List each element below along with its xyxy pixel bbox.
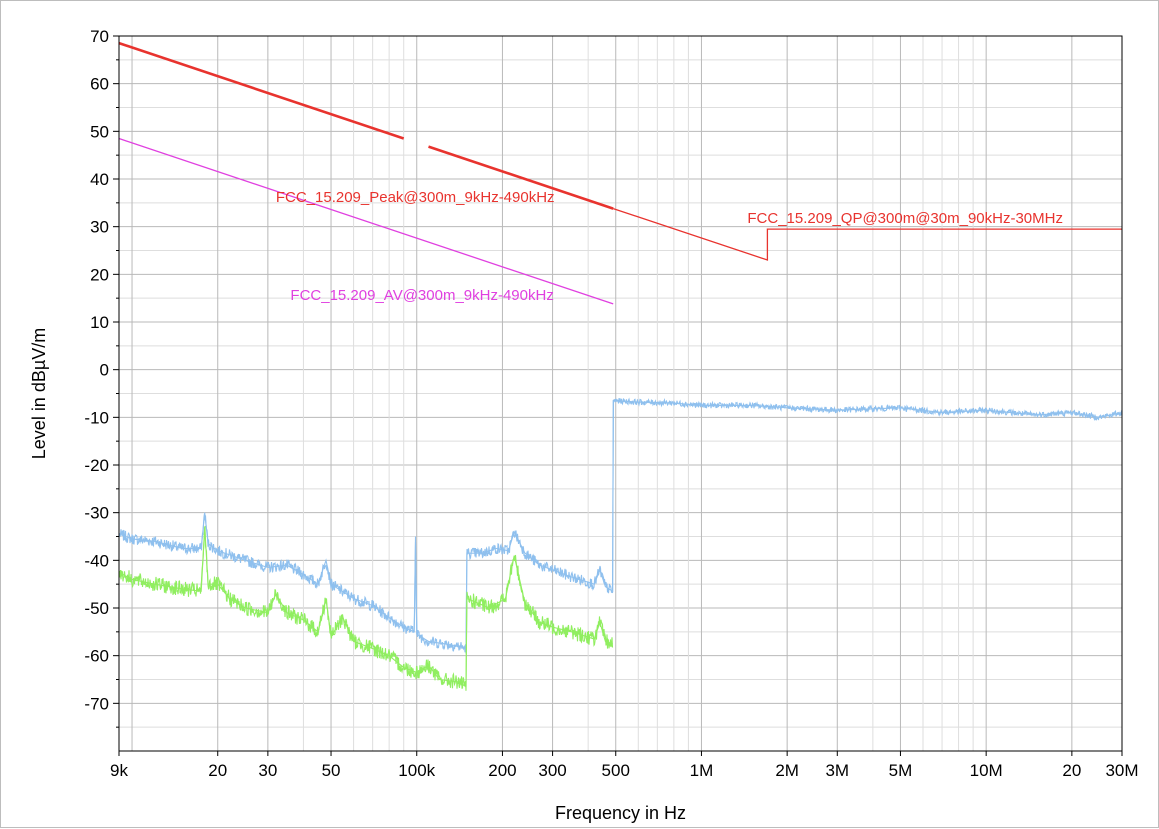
y-tick-label: 40: [90, 170, 109, 189]
limit-lines: [118, 41, 1122, 305]
x-tick-label: 1M: [690, 761, 714, 780]
grid: [119, 35, 1122, 752]
x-tick-label: 500: [602, 761, 630, 780]
x-axis-title: Frequency in Hz: [555, 803, 686, 823]
peak-limit-line: [118, 41, 405, 140]
y-tick-label: 30: [90, 218, 109, 237]
y-tick-label: 20: [90, 265, 109, 284]
x-tick-label: 20: [1062, 761, 1081, 780]
av-limit-line: [118, 137, 614, 305]
y-axis-ticks: 70 60 50 40 30 20 10 0 -10 -20 -30 -40 -50 -60 -70: [84, 27, 119, 728]
y-tick-label: -50: [84, 599, 109, 618]
x-tick-label: 3M: [825, 761, 849, 780]
x-tick-label: 300: [538, 761, 566, 780]
av-limit-label: FCC_15.209_AV@300m_9kHz-490kHz: [290, 287, 553, 304]
limit-line-labels: FCC_15.209_Peak@300m_9kHz-490kHz FCC_15.…: [276, 189, 1063, 304]
y-tick-label: 50: [90, 122, 109, 141]
peak-trace: [118, 397, 1123, 654]
y-tick-label: 70: [90, 27, 109, 46]
y-tick-label: -40: [84, 551, 109, 570]
peak-limit-line: [428, 145, 614, 210]
x-tick-label: 20: [208, 761, 227, 780]
y-tick-label: -20: [84, 456, 109, 475]
y-axis-title: Level in dBµV/m: [29, 328, 49, 459]
peak-trace-envelope: [118, 400, 1123, 650]
y-tick-label: -60: [84, 647, 109, 666]
y-tick-label: 10: [90, 313, 109, 332]
y-tick-label: 60: [90, 75, 109, 94]
x-tick-label: 200: [488, 761, 516, 780]
x-axis-ticks: 9k 20 30 50 100k 200 300 500 1M 2M 3M 5M 10M 20 30M: [110, 751, 1139, 780]
x-tick-label: 30: [258, 761, 277, 780]
x-tick-label: 2M: [775, 761, 799, 780]
qp-limit-label: FCC_15.209_QP@300m@30m_90kHz-30MHz: [747, 210, 1063, 227]
x-tick-label: 5M: [889, 761, 913, 780]
qp-limit-line: [612, 207, 1122, 261]
y-tick-label: -30: [84, 504, 109, 523]
data-traces: [118, 397, 1123, 691]
x-tick-label: 10M: [970, 761, 1003, 780]
x-tick-label: 30M: [1105, 761, 1138, 780]
peak-limit-label: FCC_15.209_Peak@300m_9kHz-490kHz: [276, 189, 555, 206]
average-trace-envelope: [118, 526, 613, 688]
y-tick-label: 0: [100, 361, 109, 380]
y-tick-label: -10: [84, 408, 109, 427]
y-tick-label: -70: [84, 694, 109, 713]
x-tick-label: 100k: [398, 761, 435, 780]
x-tick-label: 50: [322, 761, 341, 780]
x-tick-label: 9k: [110, 761, 128, 780]
